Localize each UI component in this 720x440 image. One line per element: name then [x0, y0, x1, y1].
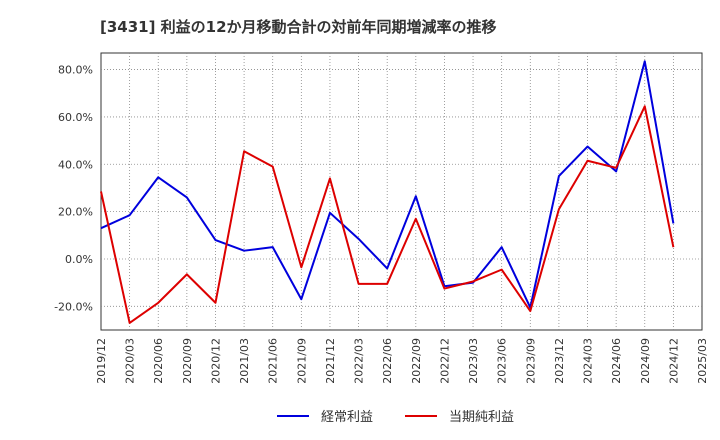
x-tick-label: 2021/03 — [238, 338, 251, 384]
x-tick-label: 2022/12 — [438, 338, 451, 384]
series-line-1 — [100, 60, 675, 309]
y-tick-label: 60.0% — [58, 111, 93, 124]
chart-title: [3431] 利益の12か月移動合計の対前年同期増減率の推移 — [100, 18, 497, 36]
x-tick-label: 2023/06 — [496, 338, 509, 384]
x-tick-label: 2020/03 — [124, 338, 137, 384]
x-tick-label: 2020/12 — [209, 338, 222, 384]
x-tick-label: 2024/09 — [639, 338, 652, 384]
x-tick-label: 2022/03 — [353, 338, 366, 384]
x-tick-label: 2023/03 — [467, 338, 480, 384]
x-tick-label: 2022/06 — [381, 338, 394, 384]
y-tick-label: 40.0% — [58, 158, 93, 171]
y-tick-label: 20.0% — [58, 206, 93, 219]
y-tick-label: 80.0% — [58, 64, 93, 77]
x-tick-label: 2020/09 — [181, 338, 194, 384]
x-tick-label: 2023/09 — [524, 338, 537, 384]
y-tick-label: 0.0% — [65, 253, 93, 266]
x-tick-label: 2022/09 — [410, 338, 423, 384]
x-tick-label: 2021/09 — [295, 338, 308, 384]
series-line-2 — [100, 105, 675, 324]
legend-label: 経常利益 — [321, 410, 373, 425]
y-axis-ticks: -20.0% 0.0% 20.0% 40.0% 60.0% 80.0% — [54, 64, 93, 314]
x-tick-label: 2023/12 — [553, 338, 566, 384]
x-tick-label: 2025/03 — [696, 338, 709, 384]
y-tick-label: -20.0% — [54, 300, 93, 313]
series-lines — [100, 60, 675, 324]
x-tick-label: 2024/06 — [610, 338, 623, 384]
x-tick-label: 2024/03 — [582, 338, 595, 384]
plot-area — [100, 52, 703, 331]
legend-label: 当期純利益 — [449, 410, 514, 425]
legend: 経常利益 当期純利益 — [277, 410, 514, 425]
x-axis-ticks: 2019/12 2020/03 2020/06 2020/09 2020/12 2021/… — [95, 338, 709, 384]
x-tick-label: 2021/06 — [267, 338, 280, 384]
x-tick-label: 2020/06 — [152, 338, 165, 384]
x-tick-label: 2019/12 — [95, 338, 108, 384]
x-tick-label: 2021/12 — [324, 338, 337, 384]
grid-lines — [101, 53, 702, 330]
x-tick-label: 2024/12 — [667, 338, 680, 384]
